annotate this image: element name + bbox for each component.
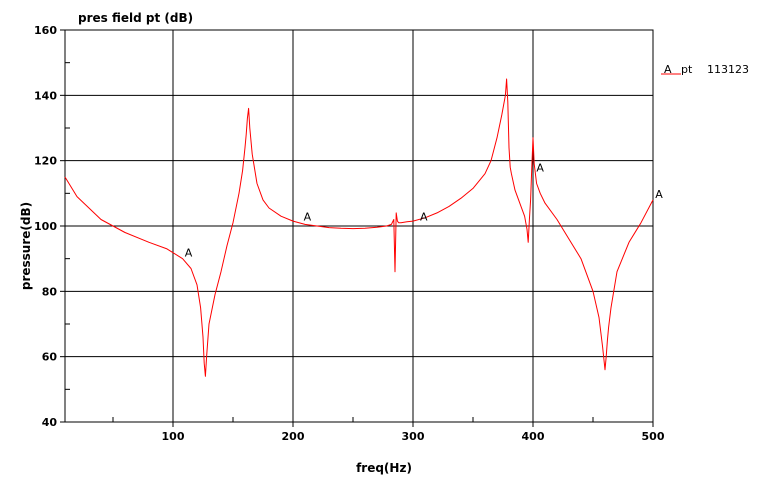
series-marker-label: A bbox=[536, 162, 544, 175]
x-tick-label: 500 bbox=[642, 430, 665, 443]
x-tick-label: 300 bbox=[402, 430, 425, 443]
legend-marker: A bbox=[664, 63, 672, 76]
chart-title: pres field pt (dB) bbox=[78, 11, 193, 25]
series-marker-label: A bbox=[304, 211, 312, 224]
x-tick-label: 200 bbox=[282, 430, 305, 443]
grid bbox=[64, 29, 654, 423]
y-tick-label: 40 bbox=[42, 416, 58, 429]
x-tick-label: 100 bbox=[162, 430, 185, 443]
legend-label: pt bbox=[681, 63, 693, 76]
series-layer: A A A A A bbox=[64, 78, 663, 377]
x-axis: 100 200 300 400 500 bbox=[112, 417, 665, 443]
series-line bbox=[64, 78, 654, 377]
y-axis: 40 60 80 100 120 140 160 bbox=[34, 24, 70, 429]
y-tick-label: 60 bbox=[42, 351, 58, 364]
y-axis-label: pressure(dB) bbox=[19, 202, 33, 290]
x-tick-label: 400 bbox=[522, 430, 545, 443]
x-axis-label: freq(Hz) bbox=[356, 461, 412, 475]
series-marker-label: A bbox=[655, 188, 663, 201]
legend: A pt 113123 bbox=[661, 63, 749, 76]
legend-value: 113123 bbox=[707, 63, 749, 76]
series-marker-label: A bbox=[185, 247, 193, 260]
series-marker-label: A bbox=[420, 211, 428, 224]
y-tick-label: 100 bbox=[34, 220, 57, 233]
y-tick-label: 80 bbox=[42, 285, 58, 298]
y-tick-label: 160 bbox=[34, 24, 57, 37]
y-tick-label: 140 bbox=[34, 89, 57, 102]
y-tick-label: 120 bbox=[34, 155, 57, 168]
